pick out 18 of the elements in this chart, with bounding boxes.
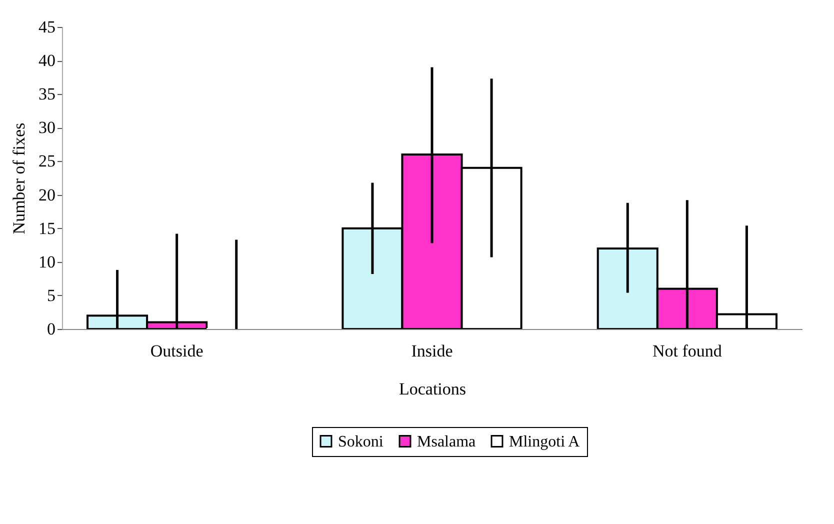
legend-label: Msalama [417, 433, 476, 450]
y-tick-label: 30 [38, 118, 56, 138]
y-tick-label: 5 [47, 286, 56, 305]
legend-label: Mlingoti A [509, 433, 580, 450]
x-tick-label: Outside [150, 342, 204, 360]
y-tick-label: 35 [38, 84, 56, 104]
y-tick-label: 10 [38, 252, 56, 272]
legend-label: Sokoni [338, 433, 384, 450]
y-tick-label: 25 [38, 152, 56, 171]
y-tick-label: 0 [47, 320, 56, 338]
y-tick-label: 20 [38, 185, 56, 204]
y-tick-label: 45 [38, 18, 56, 36]
y-tick-label: 15 [38, 218, 56, 238]
y-tick-label: 40 [38, 51, 56, 70]
y-axis-title: Number of fixes [10, 122, 28, 234]
x-tick-label: Inside [411, 342, 453, 360]
x-axis-title: Locations [398, 380, 466, 398]
x-tick-label: Not found [652, 342, 722, 360]
